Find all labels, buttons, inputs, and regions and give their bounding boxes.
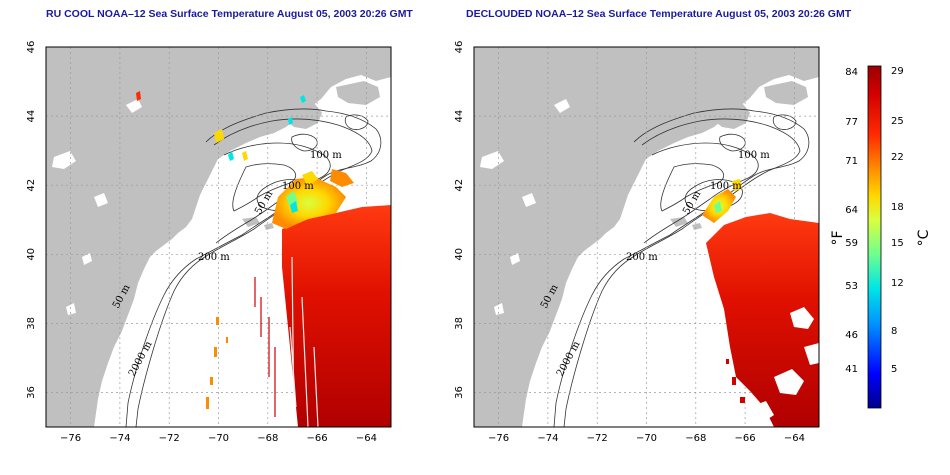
panel-right-lon-axis: −76 −74 −72 −70 −68 −66 −64 bbox=[488, 433, 805, 444]
panel-right-lat-axis: 36 38 40 42 44 46 bbox=[454, 41, 465, 399]
panel-left-sst-field bbox=[136, 91, 391, 428]
celsius-tick: 15 bbox=[891, 238, 904, 249]
colorbar-celsius-ticks: 29 25 22 18 15 12 8 5 bbox=[891, 66, 904, 375]
lon-tick-label: −64 bbox=[356, 433, 377, 444]
contour-label-100m: 100 m bbox=[282, 181, 314, 192]
panel-left: RU COOL NOAA–12 Sea Surface Temperature … bbox=[26, 8, 413, 444]
panel-left-lat-axis: 36 38 40 42 44 46 bbox=[26, 41, 37, 399]
lat-tick-label: 38 bbox=[26, 317, 37, 330]
lon-tick-label: −66 bbox=[307, 433, 328, 444]
panel-left-lon-axis: −76 −74 −72 −70 −68 −66 −64 bbox=[60, 433, 377, 444]
lon-tick-label: −72 bbox=[159, 433, 180, 444]
fahrenheit-tick: 41 bbox=[845, 364, 858, 375]
fahrenheit-tick: 77 bbox=[845, 117, 858, 128]
panel-right: DECLOUDED NOAA–12 Sea Surface Temperatur… bbox=[454, 8, 852, 444]
lat-tick-label: 38 bbox=[454, 317, 465, 330]
lat-tick-label: 40 bbox=[454, 248, 465, 261]
lon-tick-label: −70 bbox=[636, 433, 657, 444]
lat-tick-label: 36 bbox=[454, 386, 465, 399]
contour-label-200m: 200 m bbox=[626, 252, 658, 263]
lat-tick-label: 46 bbox=[454, 41, 465, 54]
contour-label-100m: 100 m bbox=[710, 181, 742, 192]
contour-label-100m: 100 m bbox=[310, 150, 342, 161]
celsius-tick: 12 bbox=[891, 278, 904, 289]
lon-tick-label: −68 bbox=[257, 433, 278, 444]
lon-tick-label: −68 bbox=[685, 433, 706, 444]
colorbar-fahrenheit-ticks: 84 77 71 64 59 53 46 41 bbox=[845, 67, 858, 375]
lon-tick-label: −74 bbox=[109, 433, 130, 444]
celsius-tick: 29 bbox=[891, 66, 904, 77]
panel-left-title: RU COOL NOAA–12 Sea Surface Temperature … bbox=[46, 8, 413, 20]
lat-tick-label: 40 bbox=[26, 248, 37, 261]
lat-tick-label: 44 bbox=[26, 110, 37, 123]
lat-tick-label: 36 bbox=[26, 386, 37, 399]
lon-tick-label: −70 bbox=[208, 433, 229, 444]
fahrenheit-tick: 64 bbox=[845, 205, 858, 216]
lat-tick-label: 42 bbox=[454, 179, 465, 192]
lon-tick-label: −76 bbox=[488, 433, 509, 444]
fahrenheit-tick: 84 bbox=[845, 67, 858, 78]
lon-tick-label: −64 bbox=[784, 433, 805, 444]
celsius-unit-label: °C bbox=[916, 229, 932, 246]
celsius-tick: 22 bbox=[891, 152, 904, 163]
contour-label-200m: 200 m bbox=[198, 252, 230, 263]
lat-tick-label: 46 bbox=[26, 41, 37, 54]
lon-tick-label: −72 bbox=[587, 433, 608, 444]
fahrenheit-tick: 53 bbox=[845, 281, 858, 292]
lat-tick-label: 44 bbox=[454, 110, 465, 123]
lon-tick-label: −74 bbox=[537, 433, 558, 444]
fahrenheit-tick: 59 bbox=[845, 238, 858, 249]
colorbar: 84 77 71 64 59 53 46 41 29 25 22 18 15 1… bbox=[830, 65, 932, 409]
fahrenheit-tick: 71 bbox=[845, 156, 858, 167]
panel-right-title: DECLOUDED NOAA–12 Sea Surface Temperatur… bbox=[466, 8, 852, 20]
lat-tick-label: 42 bbox=[26, 179, 37, 192]
celsius-tick: 25 bbox=[891, 116, 904, 127]
contour-label-100m: 100 m bbox=[738, 150, 770, 161]
panel-right-sst-field bbox=[702, 179, 819, 427]
celsius-tick: 8 bbox=[891, 326, 897, 337]
fahrenheit-unit-label: °F bbox=[830, 230, 846, 245]
lon-tick-label: −76 bbox=[60, 433, 81, 444]
celsius-tick: 18 bbox=[891, 202, 904, 213]
fahrenheit-tick: 46 bbox=[845, 330, 858, 341]
celsius-tick: 5 bbox=[891, 364, 897, 375]
lon-tick-label: −66 bbox=[735, 433, 756, 444]
colorbar-gradient bbox=[867, 65, 882, 409]
